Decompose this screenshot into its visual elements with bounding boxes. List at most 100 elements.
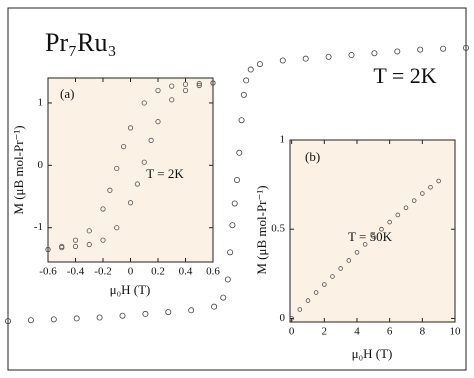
data-point — [338, 266, 343, 271]
data-point — [114, 225, 120, 231]
data-point — [210, 80, 216, 86]
data-point — [302, 55, 309, 62]
y-tick-label: 0 — [280, 312, 286, 324]
data-point — [247, 66, 254, 73]
data-point — [127, 200, 134, 206]
y-tick-label: -1 — [34, 221, 43, 233]
data-point — [45, 246, 51, 253]
panel-label: (b) — [305, 149, 320, 164]
x-tick-label: 0 — [289, 326, 295, 338]
data-point — [50, 316, 57, 323]
annotation: T = 2K — [146, 166, 184, 181]
data-point — [72, 237, 79, 243]
data-point — [141, 100, 147, 106]
data-point — [330, 274, 335, 279]
y-tick-label: 1 — [38, 96, 44, 108]
data-point — [59, 245, 65, 251]
data-point — [387, 219, 392, 225]
data-point — [165, 309, 172, 316]
data-point — [362, 242, 368, 247]
data-point — [141, 159, 147, 165]
x-tick-label: -0.6 — [39, 266, 57, 278]
data-point — [279, 57, 286, 64]
x-tick-label: -0.2 — [94, 266, 111, 278]
data-point — [379, 226, 384, 232]
data-point — [417, 46, 424, 53]
data-point — [346, 258, 352, 263]
data-point — [233, 176, 240, 183]
y-tick-label: 0 — [38, 159, 44, 171]
data-point — [420, 191, 425, 196]
data-point — [231, 200, 238, 207]
data-point — [462, 44, 469, 51]
data-point — [240, 91, 247, 98]
x-axis-label: μ₀H (T) — [110, 282, 151, 297]
x-tick-label: 0.6 — [206, 266, 220, 278]
data-point — [411, 198, 417, 203]
panel-label: (a) — [60, 86, 74, 101]
x-tick-label: 4 — [354, 326, 360, 338]
data-point — [73, 315, 80, 322]
data-point — [238, 117, 245, 124]
data-point — [394, 48, 401, 55]
x-tick-label: 2 — [322, 326, 328, 338]
chart-title: Pr₇Ru₃ — [45, 28, 117, 57]
data-point — [428, 184, 433, 190]
x-tick-label: 10 — [450, 326, 462, 338]
data-point — [236, 149, 243, 156]
data-point — [322, 282, 327, 287]
data-point — [86, 228, 92, 234]
data-point — [188, 307, 195, 314]
data-point — [196, 82, 202, 89]
x-tick-label: 8 — [420, 326, 426, 338]
data-point — [305, 298, 311, 303]
data-point — [403, 205, 409, 211]
data-point — [211, 303, 218, 310]
data-point — [297, 307, 303, 312]
data-point — [100, 206, 106, 212]
x-axis-label: μ₀H (T) — [352, 346, 393, 361]
data-point — [348, 52, 355, 59]
data-point — [371, 50, 378, 57]
data-point — [227, 249, 234, 256]
data-point — [313, 290, 319, 295]
x-tick-label: -0.4 — [67, 266, 85, 278]
data-point — [155, 119, 161, 125]
data-point — [119, 312, 126, 319]
data-point — [325, 53, 332, 60]
data-point — [220, 294, 227, 301]
x-tick-label: 0.4 — [179, 266, 193, 278]
y-axis-label: M (μB mol-Pr⁻¹) — [254, 185, 269, 274]
data-point — [224, 276, 231, 283]
data-point — [96, 314, 103, 321]
data-point — [5, 318, 11, 325]
data-point — [27, 317, 34, 324]
data-point — [169, 83, 175, 89]
plot-frame — [7, 7, 467, 371]
data-point — [169, 97, 175, 103]
data-point — [243, 77, 250, 84]
data-point — [229, 222, 236, 229]
y-tick-label: 1 — [280, 134, 286, 146]
y-axis-label: M (μB mol-Pr⁻¹) — [11, 125, 26, 214]
data-point — [354, 250, 360, 255]
data-point — [440, 45, 447, 52]
plot-frame — [47, 77, 214, 263]
data-point — [107, 187, 113, 193]
x-tick-label: 0 — [128, 266, 134, 278]
data-point — [395, 212, 401, 218]
y-tick-label: 0.5 — [271, 223, 285, 235]
data-point — [127, 125, 134, 131]
data-point — [436, 178, 441, 184]
annotation: T = 50K — [348, 229, 393, 244]
data-point — [100, 237, 106, 243]
data-point — [114, 165, 120, 172]
annotation: T = 2K — [373, 63, 436, 88]
data-point — [289, 316, 294, 321]
data-point — [196, 81, 202, 87]
x-tick-label: 6 — [387, 326, 393, 338]
data-point — [148, 137, 154, 143]
data-point — [182, 81, 189, 87]
